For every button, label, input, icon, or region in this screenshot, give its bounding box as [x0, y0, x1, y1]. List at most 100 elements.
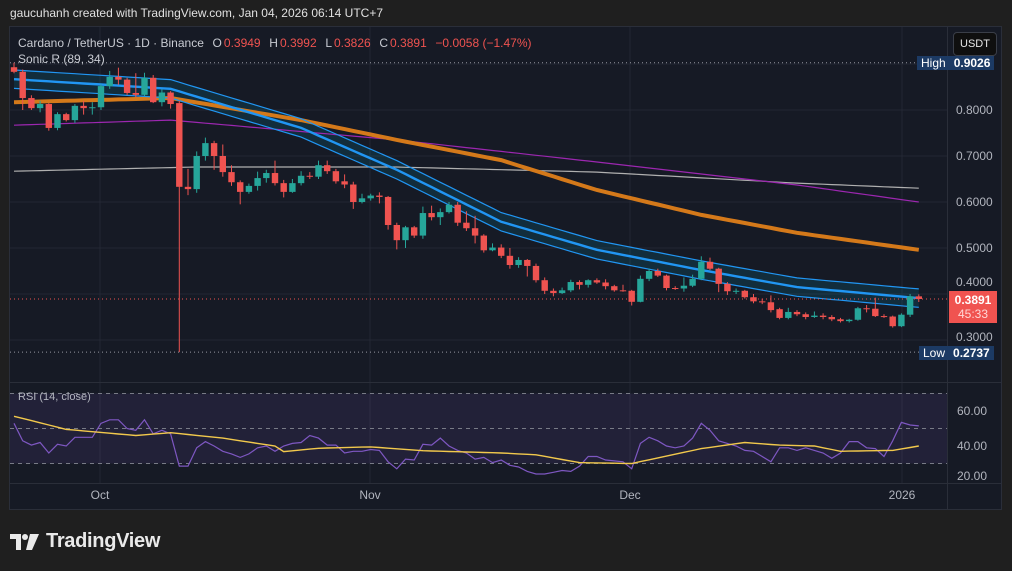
indicator-legend[interactable]: Sonic R (89, 34): [18, 52, 105, 66]
candle: [689, 274, 696, 288]
candle: [645, 268, 653, 282]
candle: [611, 284, 618, 292]
candle: [872, 297, 879, 317]
candle-body: [289, 183, 296, 192]
rsi-line: [13, 418, 919, 475]
candle-body: [271, 173, 279, 184]
candle-body: [854, 308, 862, 320]
candle: [123, 77, 131, 95]
candle-body: [611, 286, 618, 291]
candle: [384, 196, 392, 230]
candle: [358, 193, 366, 204]
high-marker-value: 0.9026: [953, 56, 991, 70]
candle-body: [863, 308, 870, 310]
candle-body: [54, 114, 61, 128]
candle: [811, 311, 818, 318]
candle: [724, 282, 731, 295]
candle-body: [402, 227, 409, 241]
candle: [489, 243, 496, 252]
main-pane: [10, 62, 947, 353]
candle: [219, 144, 226, 177]
candle: [245, 183, 253, 194]
candle: [898, 313, 905, 328]
candle: [750, 294, 757, 304]
candle-body: [776, 309, 783, 318]
price-tick: 0.6000: [956, 195, 993, 209]
candle-body: [898, 314, 905, 327]
tradingview-logo[interactable]: TradingView: [10, 530, 160, 553]
candle-body: [176, 103, 183, 187]
candle-body: [367, 195, 374, 199]
candle-body: [724, 283, 731, 292]
last-price-tag: 0.3891 45:33: [949, 291, 997, 323]
candle: [915, 294, 922, 303]
candle: [854, 306, 862, 321]
candle: [54, 112, 61, 131]
symbol-legend[interactable]: Cardano / TetherUS · 1D · Binance O 0.394…: [18, 36, 534, 50]
candle: [36, 100, 44, 113]
candle: [715, 267, 722, 293]
candle: [158, 89, 166, 107]
candle: [210, 140, 218, 170]
candle-body: [811, 315, 818, 317]
candle-body: [732, 290, 740, 292]
candle-body: [585, 280, 592, 285]
rsi-pane: [10, 393, 947, 475]
candle-body: [158, 92, 166, 103]
rsi-legend[interactable]: RSI (14, close): [18, 391, 91, 403]
change-value: −0.0058 (−1.47%): [435, 36, 532, 50]
candle-body: [550, 290, 557, 294]
currency-button[interactable]: USDT: [953, 32, 997, 56]
candle-body: [498, 247, 505, 256]
candle-body: [123, 79, 131, 93]
candle: [306, 172, 313, 179]
candle-body: [89, 107, 96, 109]
candle: [698, 256, 705, 281]
candle-body: [219, 156, 226, 173]
candle: [411, 225, 418, 238]
candle: [402, 225, 409, 248]
candle: [828, 315, 835, 322]
candle: [846, 318, 853, 323]
candle-body: [767, 302, 775, 311]
candle-body: [384, 196, 392, 225]
candle-body: [115, 76, 122, 80]
candle: [341, 174, 348, 189]
candle: [593, 278, 601, 284]
candle-body: [846, 319, 853, 322]
candle-body: [106, 76, 113, 87]
rsi-tick: 60.00: [957, 404, 988, 418]
candle: [324, 160, 331, 174]
low-marker-value: 0.2737: [953, 346, 990, 360]
candle: [663, 274, 670, 291]
tradingview-logo-icon: [10, 533, 39, 550]
candle: [558, 287, 566, 294]
candle-body: [411, 227, 418, 236]
candle-body: [263, 173, 270, 179]
price-tick: 0.8000: [956, 103, 993, 117]
candle: [480, 234, 487, 253]
candle: [680, 277, 688, 292]
candle-body: [619, 290, 627, 292]
high-marker: High 0.9026: [917, 56, 995, 70]
candle: [63, 112, 70, 122]
candle-body: [167, 92, 174, 105]
candle: [297, 171, 305, 186]
candle-body: [524, 259, 531, 266]
candle: [619, 284, 627, 292]
candle: [628, 289, 635, 306]
candle-body: [132, 92, 139, 95]
candle: [237, 180, 244, 205]
candle: [332, 168, 340, 184]
time-tick: Oct: [90, 488, 110, 502]
candle: [28, 95, 35, 110]
candle-body: [471, 228, 479, 236]
candle-body: [445, 204, 453, 213]
candle-body: [393, 225, 400, 241]
chart-panel[interactable]: [9, 26, 1002, 510]
candle-body: [184, 186, 192, 190]
candle: [654, 268, 661, 277]
candle-body: [576, 282, 583, 285]
open-value: 0.3949: [223, 36, 261, 50]
